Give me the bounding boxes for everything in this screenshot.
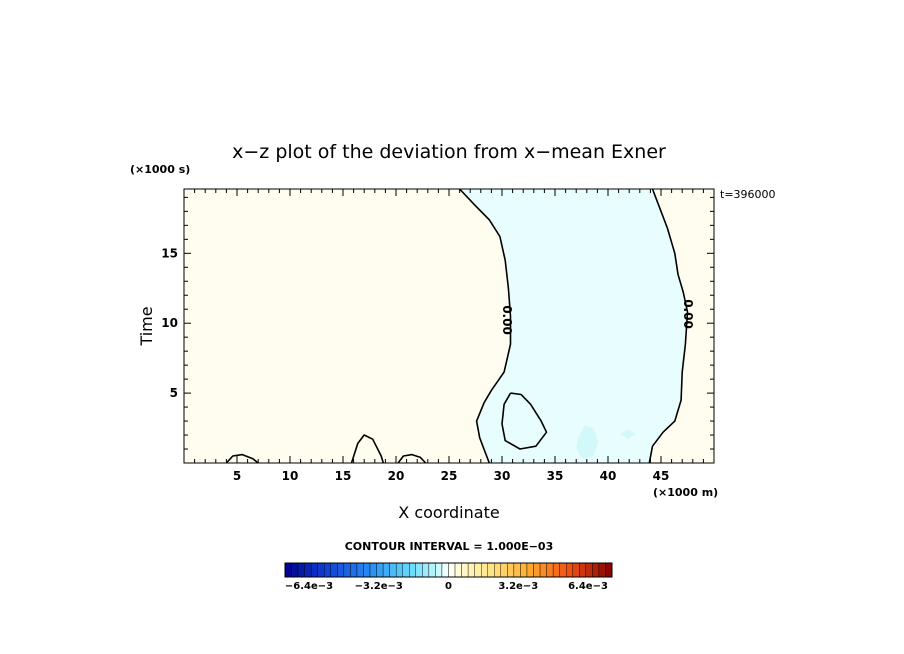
colorbar-cell [310,562,318,578]
colorbar-cell [520,562,528,578]
colorbar-cell [539,562,547,578]
x-axis-label: X coordinate [398,503,499,522]
colorbar-cell [363,562,371,578]
x-axis-unit: (×1000 m) [653,486,718,499]
contour-labels: 0.00 0.00 [500,299,695,335]
colorbar-tick-label: −6.4e−3 [285,581,333,592]
colorbar-cell [559,562,567,578]
colorbar-cell [533,562,541,578]
y-axis-label: Time [137,306,156,346]
colorbar-cell [500,562,508,578]
colorbar-cell [487,562,495,578]
contour-label-right: 0.00 [681,299,695,329]
x-tick-labels: 5 10 15 20 25 30 35 40 45 [233,469,670,483]
x-tick-label: 40 [600,469,617,483]
colorbar-cell [317,562,325,578]
x-tick-label: 45 [653,469,670,483]
colorbar-cell [435,562,443,578]
colorbar-cell [579,562,587,578]
colorbar: −6.4e−3 −3.2e−3 0 3.2e−3 6.4e−3 [284,562,613,592]
colorbar-cell [605,562,613,578]
contour-label-left: 0.00 [500,305,514,335]
colorbar-cell [566,562,573,578]
colorbar-cell [474,562,482,578]
y-tick-labels: 5 10 15 [161,246,178,400]
colorbar-cell [481,562,488,578]
colorbar-cell [572,562,580,578]
chart-title: x−z plot of the deviation from x−mean Ex… [232,141,666,163]
colorbar-cell [552,562,560,578]
colorbar-cell [382,562,390,578]
colorbar-frame [284,562,613,578]
x-tick-label: 5 [233,469,241,483]
x-tick-label: 35 [547,469,564,483]
contour-interval-text: CONTOUR INTERVAL = 1.000E−03 [345,540,554,553]
axis-ticks [184,189,714,463]
colorbar-cells [284,562,613,578]
colorbar-cell [461,562,469,578]
y-axis-unit: (×1000 s) [130,163,190,176]
colorbar-cell [324,562,331,578]
x-tick-label: 15 [335,469,352,483]
colorbar-tick-label: 6.4e−3 [568,581,608,592]
colorbar-cell [409,562,417,578]
contour-bump-x5 [225,453,259,464]
x-tick-label: 25 [441,469,458,483]
patch-x38 [576,425,599,459]
colorbar-cell [448,562,456,578]
colorbar-cell [467,562,475,578]
x-tick-label: 20 [388,469,405,483]
colorbar-cell [297,562,305,578]
colorbar-cell [350,562,358,578]
contour-closed-loop [501,392,548,450]
colorbar-tick-labels: −6.4e−3 −3.2e−3 0 3.2e−3 6.4e−3 [285,581,608,592]
y-tick-label: 10 [161,316,178,330]
zero-contours [225,188,689,464]
colorbar-cell [592,562,600,578]
colorbar-cell [441,562,449,578]
plot-area: 0.00 0.00 [183,188,715,464]
colorbar-cell [304,562,312,578]
colorbar-cell [402,562,410,578]
contour-left-boundary [459,188,512,464]
colorbar-cell [546,562,554,578]
x-tick-label: 30 [494,469,511,483]
plot-frame [183,188,715,464]
colorbar-tick-label: 0 [445,581,452,592]
colorbar-cell [415,562,423,578]
colorbar-cell [422,562,430,578]
colorbar-cell [513,562,521,578]
colorbar-cell [330,562,338,578]
timestamp-label: t=396000 [720,188,776,201]
colorbar-cell [369,562,377,578]
colorbar-cell [291,562,299,578]
colorbar-cell [389,562,397,578]
colorbar-cell [526,562,534,578]
colorbar-cell [428,562,436,578]
colorbar-cell [598,562,606,578]
colorbar-cell [376,562,384,578]
colorbar-cell [284,562,292,578]
colorbar-cell [395,562,403,578]
x-tick-label: 10 [282,469,299,483]
colorbar-cell [337,562,345,578]
colorbar-tick-label: 3.2e−3 [498,581,538,592]
colorbar-cell [507,562,515,578]
contour-bump-x21 [397,453,427,464]
colorbar-cell [454,562,462,578]
colorbar-cell [343,562,351,578]
contour-right-boundary [648,188,689,464]
colorbar-cell [356,562,364,578]
y-tick-label: 5 [170,386,178,400]
colorbar-cell [494,562,502,578]
colorbar-cell [585,562,593,578]
y-tick-label: 15 [161,246,178,260]
contour-bump-x17 [350,434,385,464]
patch-x42 [620,429,636,440]
colorbar-tick-label: −3.2e−3 [355,581,403,592]
